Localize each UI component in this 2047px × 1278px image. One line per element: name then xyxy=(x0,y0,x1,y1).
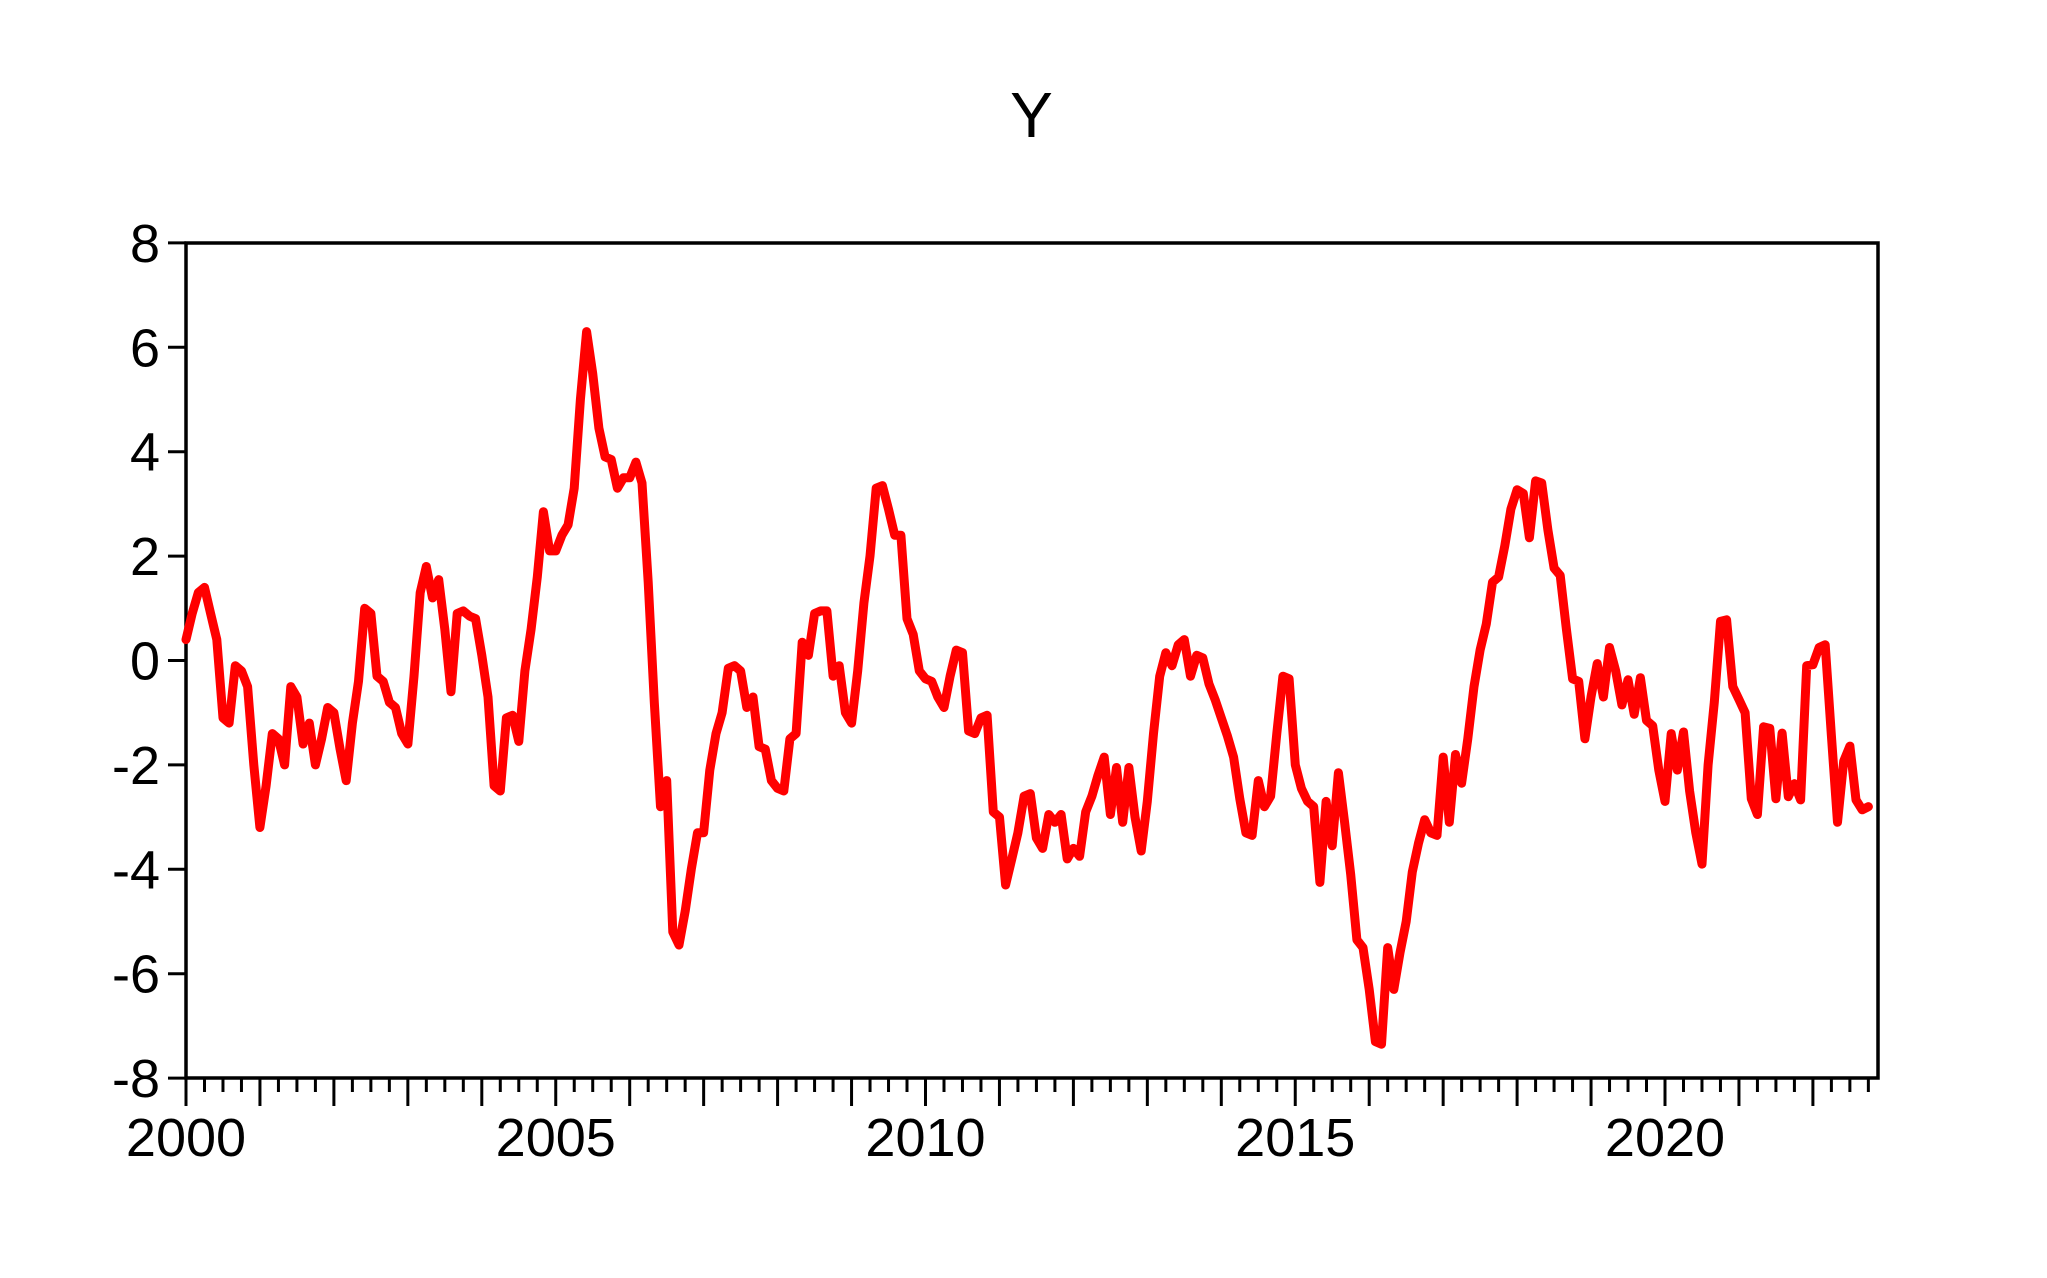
x-axis-tick-label: 2015 xyxy=(1235,1108,1355,1168)
chart-title: Y xyxy=(1010,79,1054,151)
x-axis-tick-label: 2020 xyxy=(1605,1108,1725,1168)
y-axis-tick-label: 4 xyxy=(130,423,160,483)
y-axis-tick-label: -4 xyxy=(112,840,160,900)
plot-frame xyxy=(184,241,1880,1080)
y-axis-tick-label: 6 xyxy=(130,318,160,378)
y-axis-tick-label: -6 xyxy=(112,945,160,1005)
y-axis-tick-label: -2 xyxy=(112,736,160,796)
x-axis-tick-label: 2010 xyxy=(865,1108,985,1168)
y-axis-tick-label: 0 xyxy=(130,632,160,692)
y-axis-tick-label: -8 xyxy=(112,1049,160,1109)
x-axis-tick-label: 2005 xyxy=(496,1108,616,1168)
y-axis-tick-label: 2 xyxy=(130,527,160,587)
x-axis-tick-label: 2000 xyxy=(126,1108,246,1168)
y-axis-tick-label: 8 xyxy=(130,214,160,274)
series-line-y xyxy=(181,327,1873,1049)
